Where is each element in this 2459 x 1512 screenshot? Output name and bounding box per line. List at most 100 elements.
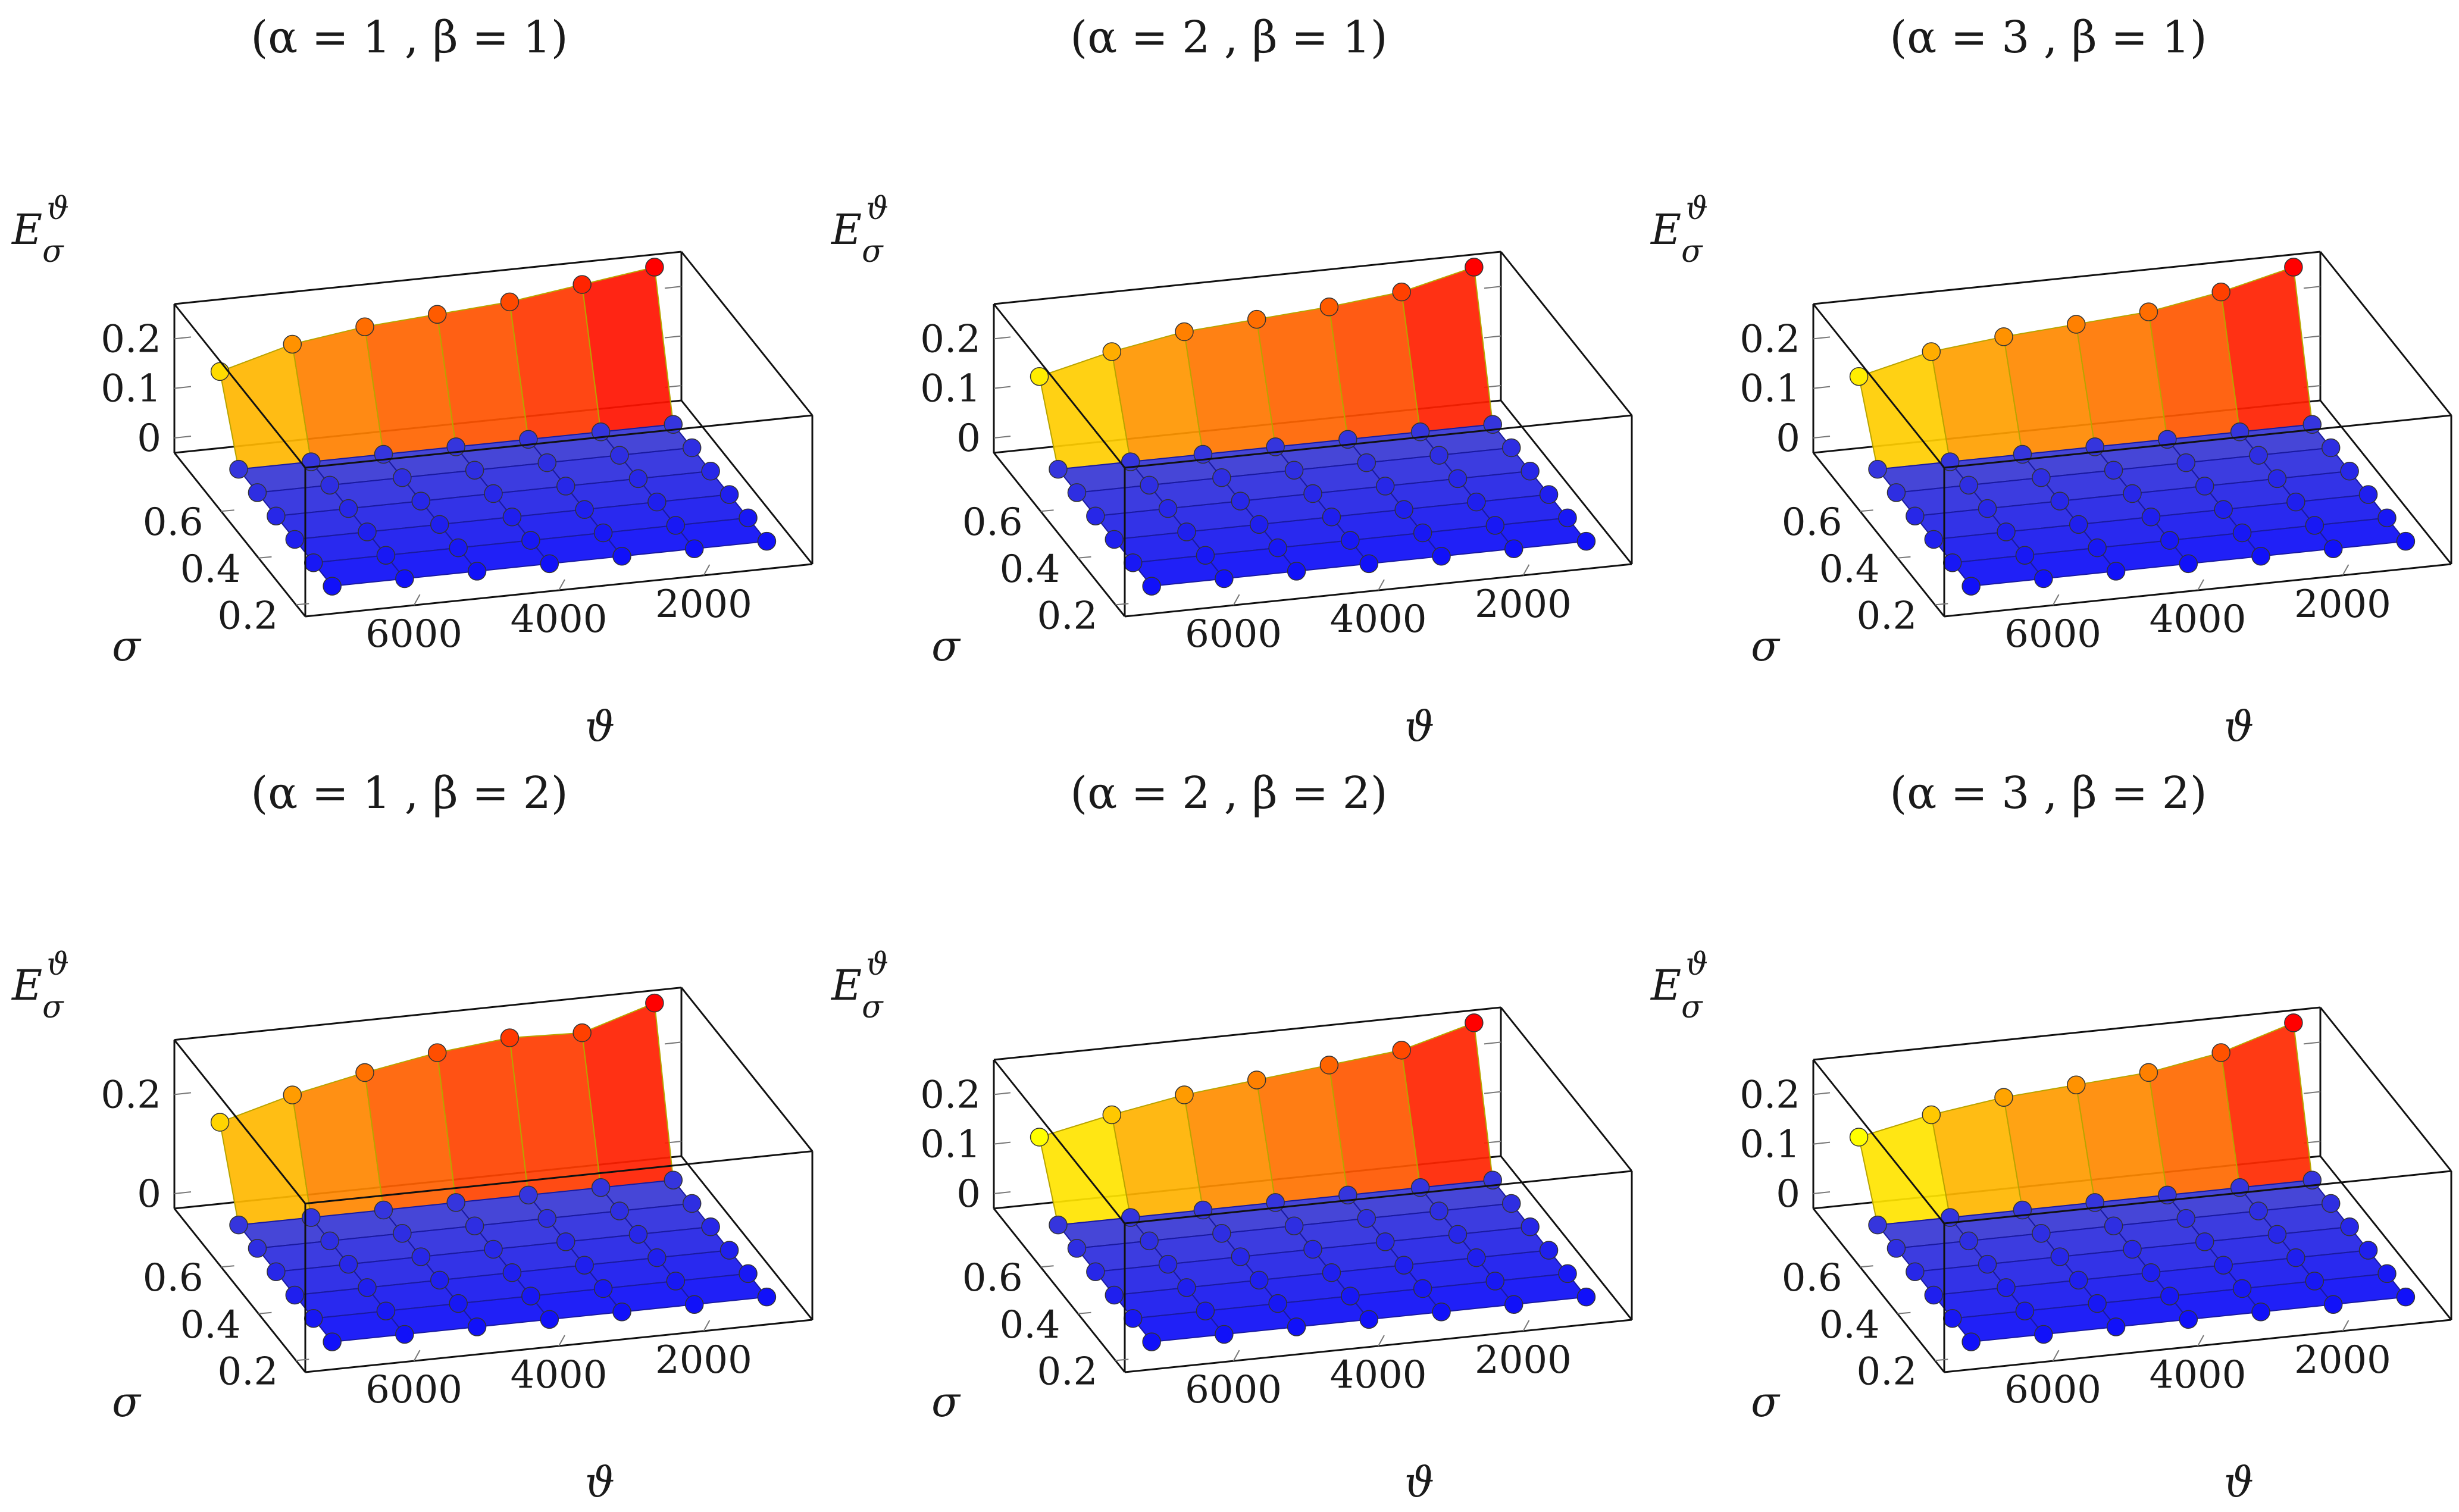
data-point	[1177, 1278, 1196, 1297]
sigma-tick-label: 0.2	[218, 1350, 279, 1394]
data-point	[283, 1085, 302, 1104]
data-point	[610, 1201, 629, 1220]
data-point	[575, 500, 594, 519]
data-point	[1504, 1295, 1523, 1314]
sigma-tick-mark	[1897, 1311, 1911, 1314]
sigma-tick-label: 0.6	[143, 1256, 204, 1300]
sigma-tick-label: 0.2	[1857, 1350, 1917, 1394]
data-point	[1102, 342, 1122, 361]
data-point	[572, 275, 592, 294]
data-point	[2176, 453, 2196, 472]
theta-tick-mark	[1378, 1335, 1385, 1347]
data-point	[2069, 1270, 2088, 1290]
z-tick-mark	[1484, 1091, 1501, 1094]
box-edge	[993, 1059, 1126, 1224]
z-tick-label: 0.2	[1740, 1073, 1800, 1117]
data-point	[1215, 569, 1234, 588]
box-edge	[680, 251, 814, 416]
data-point	[682, 438, 702, 458]
data-point	[1413, 523, 1432, 543]
z-tick-mark	[1813, 1141, 1831, 1145]
data-point	[2032, 1224, 2051, 1243]
box-edge	[993, 1208, 1126, 1373]
z-tick-mark	[993, 386, 1011, 389]
theta-tick-mark	[2052, 1350, 2060, 1361]
data-point	[304, 1309, 323, 1328]
sigma-tick-mark	[1078, 556, 1091, 559]
theta-tick-mark	[703, 564, 711, 576]
z-tick-mark	[664, 1041, 682, 1045]
data-point	[1105, 530, 1124, 549]
z-axis-label: Eσϑ	[11, 947, 69, 1025]
data-point	[449, 538, 468, 558]
box-edge	[993, 251, 1501, 305]
box-edge	[1812, 303, 1945, 468]
data-point	[540, 554, 559, 574]
data-point	[521, 1286, 540, 1306]
data-point	[2104, 1216, 2123, 1235]
data-point	[1102, 1105, 1122, 1125]
data-point	[1284, 461, 1304, 480]
data-point	[682, 1194, 702, 1213]
data-point	[1158, 1254, 1178, 1274]
data-point	[465, 1216, 484, 1235]
data-point	[1030, 367, 1049, 386]
data-point	[1212, 468, 1231, 487]
data-point	[1576, 531, 1596, 551]
data-point	[2069, 515, 2088, 534]
z-tick-mark	[993, 1092, 1011, 1095]
data-point	[1030, 1128, 1049, 1147]
z-tick-label: 0	[1776, 417, 1800, 461]
box-edge	[174, 987, 682, 1041]
sigma-tick-mark	[1115, 1358, 1129, 1361]
data-point	[1978, 499, 1997, 518]
data-point	[1558, 508, 1577, 528]
data-point	[430, 515, 449, 534]
y-axis-label: σ	[1751, 622, 1781, 671]
sigma-tick-label: 0.4	[1000, 547, 1060, 591]
sigma-tick-label: 0.6	[1782, 500, 1842, 544]
data-point	[2195, 1232, 2214, 1251]
theta-tick-mark	[2342, 564, 2349, 576]
data-point	[248, 1239, 267, 1258]
data-point	[628, 1225, 648, 1244]
data-point	[1539, 485, 1559, 504]
z-tick-mark	[2303, 1091, 2321, 1094]
theta-tick-label: 4000	[2150, 597, 2247, 641]
data-point	[1341, 531, 1360, 550]
sigma-tick-label: 0.2	[1857, 594, 1917, 638]
data-point	[229, 1215, 248, 1235]
sigma-tick-mark	[1935, 1358, 1948, 1361]
z-tick-label: 0.1	[1740, 1123, 1800, 1167]
data-point	[2179, 1310, 2198, 1329]
x-axis-label: ϑ	[585, 702, 615, 751]
data-point	[647, 1248, 667, 1267]
z-tick-mark	[1813, 386, 1831, 389]
data-point	[2139, 1063, 2158, 1082]
data-point	[2066, 1075, 2086, 1095]
data-point	[1287, 1317, 1306, 1336]
z-tick-label: 0.1	[920, 367, 981, 411]
box-edge	[173, 1208, 306, 1373]
theta-tick-label: 2000	[655, 1338, 752, 1382]
data-point	[645, 258, 664, 277]
theta-tick-label: 6000	[365, 612, 462, 656]
z-tick-mark	[1813, 436, 1831, 439]
data-point	[628, 469, 648, 489]
z-tick-mark	[664, 286, 682, 289]
theta-tick-label: 2000	[1475, 583, 1572, 627]
data-point	[2015, 1301, 2035, 1320]
data-point	[1922, 1105, 1941, 1125]
theta-tick-mark	[1522, 1320, 1530, 1332]
data-point	[1067, 1239, 1087, 1258]
data-point	[1341, 1286, 1360, 1306]
theta-tick-mark	[2342, 1320, 2349, 1332]
data-point	[1906, 1262, 1925, 1281]
sigma-tick-label: 0.6	[143, 500, 204, 544]
z-tick-label: 0.1	[101, 367, 161, 411]
data-point	[2305, 516, 2325, 535]
z-tick-mark	[174, 336, 192, 340]
